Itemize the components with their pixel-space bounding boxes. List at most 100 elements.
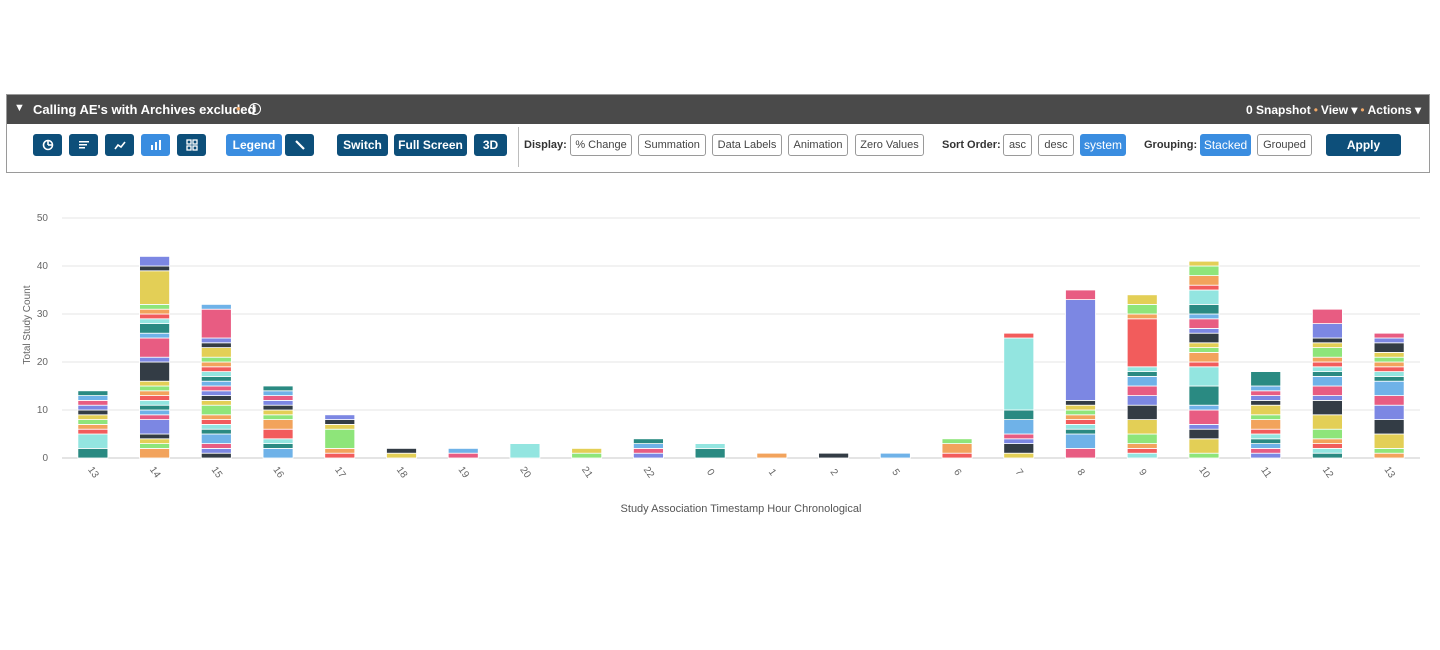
bar-segment[interactable] bbox=[77, 433, 109, 449]
bar-segment[interactable] bbox=[139, 270, 170, 305]
bar-segment[interactable] bbox=[200, 414, 232, 421]
bar-segment[interactable] bbox=[1188, 347, 1220, 353]
bar-segment[interactable] bbox=[879, 452, 911, 459]
bar-segment[interactable] bbox=[139, 313, 170, 320]
line-chart-button[interactable] bbox=[105, 134, 134, 156]
bar-segment[interactable] bbox=[1312, 356, 1343, 363]
bar-segment[interactable] bbox=[1373, 452, 1405, 459]
bar-segment[interactable] bbox=[1312, 366, 1343, 373]
bar-segment[interactable] bbox=[1065, 433, 1096, 449]
bar-segment[interactable] bbox=[139, 409, 170, 416]
bar-segment[interactable] bbox=[1373, 447, 1405, 454]
bar-segment[interactable] bbox=[1373, 380, 1405, 396]
bar-segment[interactable] bbox=[1250, 390, 1282, 397]
pie-chart-button[interactable] bbox=[33, 134, 62, 156]
display-summation-button[interactable]: Summation bbox=[638, 134, 706, 156]
bar-segment[interactable] bbox=[1250, 371, 1282, 387]
display-data-labels-button[interactable]: Data Labels bbox=[712, 134, 782, 156]
bar-segment[interactable] bbox=[200, 356, 232, 363]
bar-segment[interactable] bbox=[1250, 452, 1282, 459]
bar-segment[interactable] bbox=[262, 404, 294, 411]
view-menu[interactable]: View ▾ bbox=[1320, 103, 1358, 117]
bar-segment[interactable] bbox=[1126, 366, 1158, 373]
bar-segment[interactable] bbox=[1003, 419, 1035, 435]
bar-segment[interactable] bbox=[1312, 399, 1343, 416]
bar-segment[interactable] bbox=[1188, 260, 1220, 267]
bar-segment[interactable] bbox=[77, 404, 109, 411]
bar-segment[interactable] bbox=[509, 443, 541, 459]
bar-segment[interactable] bbox=[1188, 423, 1220, 430]
bar-segment[interactable] bbox=[1312, 337, 1343, 344]
bar-segment[interactable] bbox=[1065, 447, 1096, 459]
bar-segment[interactable] bbox=[324, 447, 356, 454]
bar-segment[interactable] bbox=[1065, 419, 1096, 425]
bar-segment[interactable] bbox=[200, 371, 232, 377]
grouping-stacked-button[interactable]: Stacked bbox=[1200, 134, 1251, 156]
bar-segment[interactable] bbox=[386, 452, 417, 459]
bar-segment[interactable] bbox=[1126, 443, 1158, 449]
bar-segment[interactable] bbox=[77, 409, 109, 416]
bar-segment[interactable] bbox=[200, 304, 232, 310]
bar-segment[interactable] bbox=[941, 438, 973, 445]
bar-segment[interactable] bbox=[200, 399, 232, 406]
bar-segment[interactable] bbox=[139, 323, 170, 334]
bar-segment[interactable] bbox=[262, 428, 294, 440]
bar-segment[interactable] bbox=[1003, 433, 1035, 440]
info-icon[interactable]: i bbox=[249, 103, 261, 115]
bar-segment[interactable] bbox=[1312, 414, 1343, 430]
bar-segment[interactable] bbox=[200, 433, 232, 444]
bar-segment[interactable] bbox=[694, 443, 726, 449]
bar-segment[interactable] bbox=[139, 361, 170, 382]
bar-segment[interactable] bbox=[633, 443, 664, 449]
bar-segment[interactable] bbox=[633, 438, 664, 445]
bar-segment[interactable] bbox=[1188, 409, 1220, 425]
bar-segment[interactable] bbox=[139, 438, 170, 445]
bar-segment[interactable] bbox=[200, 347, 232, 358]
bar-segment[interactable] bbox=[139, 399, 170, 406]
bar-segment[interactable] bbox=[571, 452, 603, 459]
bar-segment[interactable] bbox=[200, 452, 232, 459]
bar-segment[interactable] bbox=[262, 443, 294, 449]
bar-segment[interactable] bbox=[1250, 404, 1282, 416]
triangle-down-icon[interactable]: ▼ bbox=[14, 102, 25, 114]
bar-segment[interactable] bbox=[1373, 332, 1405, 339]
bar-segment[interactable] bbox=[1065, 414, 1096, 421]
bar-segment[interactable] bbox=[139, 380, 170, 387]
bar-segment[interactable] bbox=[1312, 447, 1343, 454]
bar-segment[interactable] bbox=[262, 414, 294, 421]
bar-segment[interactable] bbox=[1126, 433, 1158, 444]
bar-segment[interactable] bbox=[1188, 452, 1220, 459]
bar-segment[interactable] bbox=[1373, 375, 1405, 382]
bar-segment[interactable] bbox=[1312, 452, 1343, 459]
bar-segment[interactable] bbox=[633, 452, 664, 459]
bar-segment[interactable] bbox=[1312, 361, 1343, 368]
bar-segment[interactable] bbox=[262, 447, 294, 459]
display-percent-change-button[interactable]: % Change bbox=[570, 134, 632, 156]
bar-segment[interactable] bbox=[1373, 351, 1405, 358]
bar-segment[interactable] bbox=[139, 443, 170, 449]
bar-segment[interactable] bbox=[200, 390, 232, 397]
bar-segment[interactable] bbox=[818, 452, 849, 459]
bar-segment[interactable] bbox=[1188, 366, 1220, 387]
bar-segment[interactable] bbox=[1188, 289, 1220, 305]
display-animation-button[interactable]: Animation bbox=[788, 134, 848, 156]
bar-segment[interactable] bbox=[1188, 313, 1220, 320]
bar-segment[interactable] bbox=[1312, 308, 1343, 324]
apply-button[interactable]: Apply bbox=[1326, 134, 1401, 156]
bar-segment[interactable] bbox=[262, 390, 294, 397]
bar-segment[interactable] bbox=[1188, 327, 1220, 334]
bar-segment[interactable] bbox=[77, 419, 109, 425]
bar-segment[interactable] bbox=[262, 438, 294, 445]
sort-asc-button[interactable]: asc bbox=[1003, 134, 1032, 156]
bar-segment[interactable] bbox=[1373, 419, 1405, 435]
bar-segment[interactable] bbox=[1003, 438, 1035, 445]
bar-segment[interactable] bbox=[1188, 351, 1220, 363]
bar-segment[interactable] bbox=[1250, 447, 1282, 454]
bar-segment[interactable] bbox=[756, 452, 788, 459]
bar-segment[interactable] bbox=[139, 337, 170, 358]
bar-segment[interactable] bbox=[1373, 395, 1405, 406]
bar-segment[interactable] bbox=[262, 385, 294, 392]
bar-segment[interactable] bbox=[1312, 395, 1343, 401]
column-chart-button[interactable] bbox=[141, 134, 170, 156]
bar-segment[interactable] bbox=[1003, 409, 1035, 420]
